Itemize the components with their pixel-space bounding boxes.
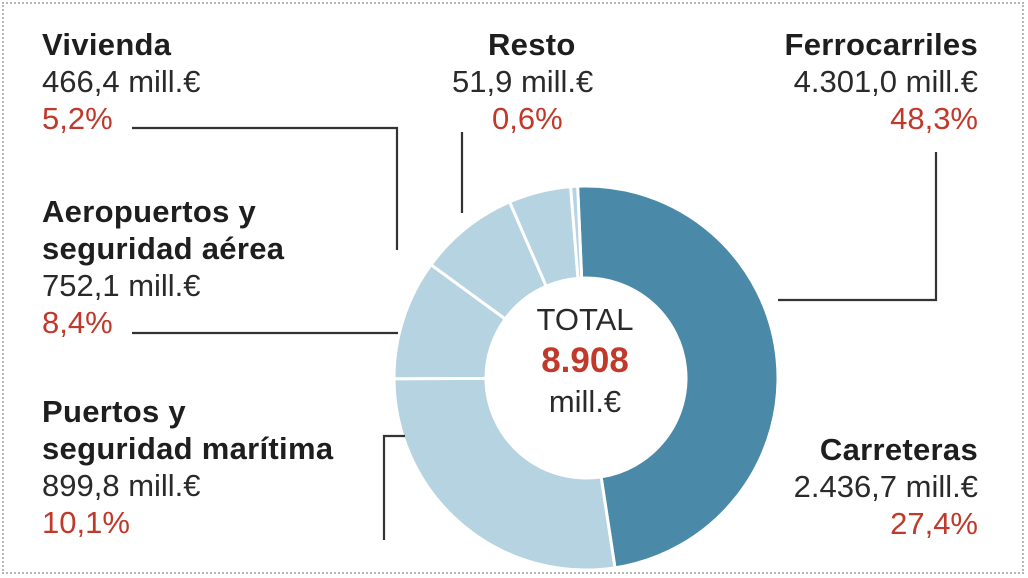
leader-line-ferrocarriles: [778, 152, 938, 302]
slice-name-line2: seguridad aérea: [42, 231, 285, 266]
leader-line-puertos: [382, 434, 405, 540]
donut-slice-carreteras: [392, 376, 617, 572]
leader-line-vivienda: [132, 126, 399, 250]
slice-name-line1: Puertos y: [42, 394, 186, 429]
slice-value: 51,9 mill.€: [452, 64, 594, 99]
donut-slice-ferrocarriles: [576, 184, 780, 570]
slice-name-line2: seguridad marítima: [42, 431, 334, 466]
label-ferrocarriles: Ferrocarriles 4.301,0 mill.€ 48,3%: [785, 26, 978, 137]
donut-center-total: TOTAL 8.908 mill.€: [490, 300, 680, 422]
slice-percent: 10,1%: [42, 505, 130, 540]
total-label: TOTAL: [536, 302, 634, 337]
slice-name: Resto: [488, 27, 576, 62]
donut-slice-resto: [568, 184, 584, 280]
label-aeropuertos: Aeropuertos y seguridad aérea 752,1 mill…: [42, 193, 284, 341]
slice-name: Ferrocarriles: [784, 27, 978, 62]
slice-percent: 27,4%: [890, 506, 978, 541]
label-vivienda: Vivienda 466,4 mill.€ 5,2%: [42, 26, 201, 137]
slice-value: 466,4 mill.€: [42, 64, 201, 99]
slice-percent: 48,3%: [890, 101, 978, 136]
slice-value: 2.436,7 mill.€: [793, 469, 978, 504]
slice-name: Carreteras: [819, 432, 978, 467]
slice-percent: 0,6%: [492, 101, 563, 136]
slice-percent: 8,4%: [42, 305, 113, 340]
slice-name-line1: Aeropuertos y: [42, 194, 257, 229]
label-puertos: Puertos y seguridad marítima 899,8 mill.…: [42, 393, 333, 541]
total-value: 8.908: [541, 341, 629, 380]
slice-name: Vivienda: [42, 27, 172, 62]
slice-value: 4.301,0 mill.€: [793, 64, 978, 99]
slice-percent: 5,2%: [42, 101, 113, 136]
slice-value: 752,1 mill.€: [42, 268, 201, 303]
total-unit: mill.€: [548, 384, 622, 419]
label-resto: Resto 51,9 mill.€ 0,6%: [452, 26, 593, 137]
label-carreteras: Carreteras 2.436,7 mill.€ 27,4%: [794, 431, 978, 542]
slice-value: 899,8 mill.€: [42, 468, 201, 503]
